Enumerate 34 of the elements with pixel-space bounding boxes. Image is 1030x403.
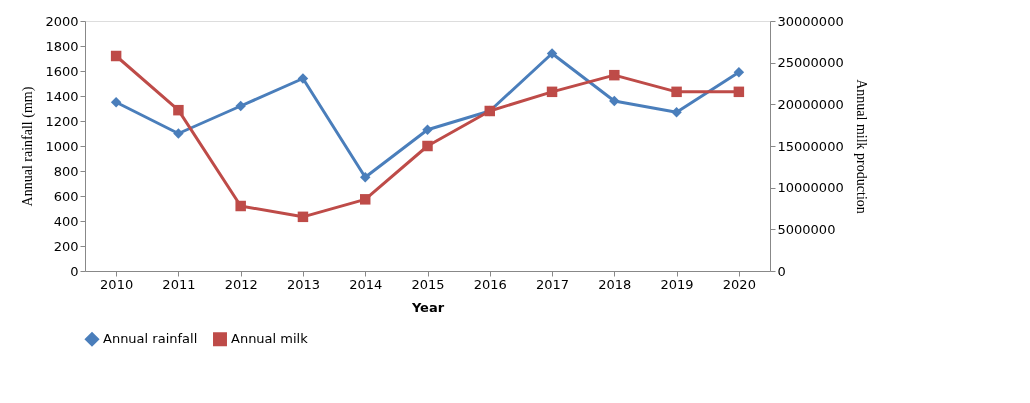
y2-tick-label: 0 xyxy=(777,263,786,279)
x-tick-label: 2020 xyxy=(722,276,756,292)
x-tick-label: 2013 xyxy=(286,276,320,292)
y-tick-label: 1000 xyxy=(45,138,79,154)
x-tick-label: 2012 xyxy=(224,276,258,292)
y-tick-label: 1400 xyxy=(45,88,79,104)
legend-label: Annual rainfall xyxy=(103,331,198,347)
x-tick-label: 2015 xyxy=(411,276,445,292)
y2-tick-label: 5000000 xyxy=(777,221,836,237)
x-tick-label: 2014 xyxy=(349,276,383,292)
y-tick-label: 2000 xyxy=(45,13,79,29)
y-tick-label: 1800 xyxy=(45,38,79,54)
y2-tick-label: 30000000 xyxy=(777,13,844,29)
x-tick-label: 2018 xyxy=(598,276,632,292)
legend-label: Annual milk xyxy=(231,331,309,347)
x-tick-label: 2016 xyxy=(473,276,507,292)
y-tick-label: 1200 xyxy=(45,113,79,129)
x-tick-label: 2019 xyxy=(660,276,694,292)
x-tick-label: 2011 xyxy=(162,276,196,292)
y2-tick-label: 25000000 xyxy=(777,55,844,71)
x-tick-label: 2010 xyxy=(100,276,134,292)
y-tick-label: 0 xyxy=(70,263,79,279)
y-tick-label: 1600 xyxy=(45,63,79,79)
x-axis-title: Year xyxy=(410,299,445,315)
x-tick-label: 2017 xyxy=(536,276,570,292)
y-tick-label: 800 xyxy=(53,163,79,179)
y-tick-label: 600 xyxy=(53,188,79,204)
y2-tick-label: 15000000 xyxy=(777,138,844,154)
y-tick-label: 400 xyxy=(53,213,79,229)
y-axis-title: Annual rainfall (mm) xyxy=(20,86,37,207)
y2-axis-title: Annual milk production xyxy=(853,79,869,214)
y2-tick-label: 20000000 xyxy=(777,96,844,112)
y2-tick-label: 10000000 xyxy=(777,180,844,196)
y-tick-label: 200 xyxy=(53,238,79,254)
